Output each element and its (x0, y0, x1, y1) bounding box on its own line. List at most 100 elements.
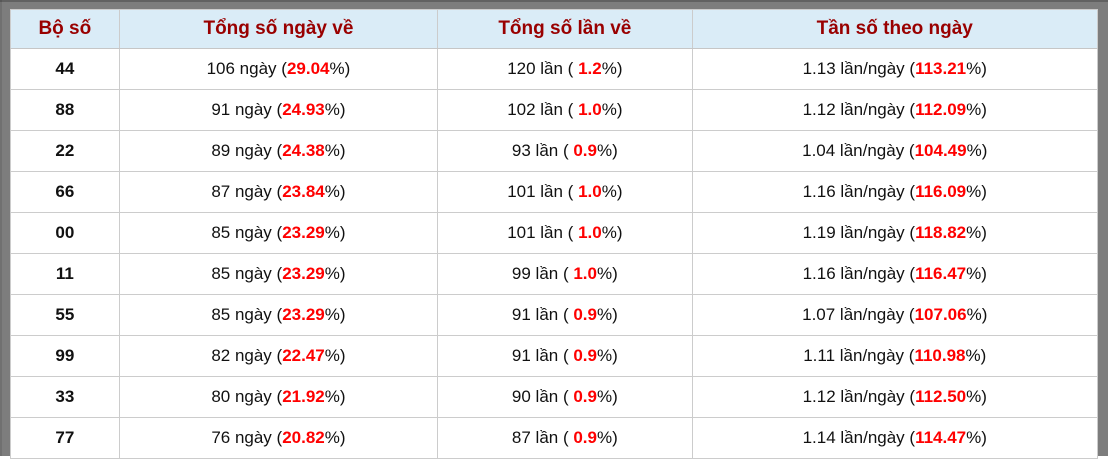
days-percent: 24.38 (282, 141, 325, 160)
days-percent: 22.47 (282, 346, 325, 365)
times-cell: 101 lần ( 1.0%) (437, 212, 693, 254)
days-text: 85 ngày ( (211, 264, 283, 283)
frequency-percent: 107.06 (914, 305, 967, 324)
frequency-text: 1.14 lần/ngày ( (802, 428, 916, 447)
frequency-suffix: %) (966, 305, 988, 324)
times-text: 91 lần ( (511, 346, 574, 365)
times-percent: 1.0 (578, 182, 602, 201)
days-suffix: %) (324, 223, 346, 242)
days-text: 87 ngày ( (211, 182, 283, 201)
times-cell: 91 lần ( 0.9%) (437, 335, 693, 377)
times-text: 93 lần ( (511, 141, 574, 160)
days-suffix: %) (324, 387, 346, 406)
times-cell: 90 lần ( 0.9%) (437, 376, 693, 418)
frequency-text: 1.12 lần/ngày ( (802, 387, 916, 406)
frequency-text: 1.04 lần/ngày ( (802, 141, 915, 160)
times-text: 101 lần ( (507, 223, 579, 242)
col-header-times: Tổng số lần về (437, 9, 693, 49)
frequency-cell: 1.12 lần/ngày (112.50%) (691, 376, 1099, 418)
pair-number: 55 (10, 294, 120, 336)
table-row: 66 87 ngày (23.84%) 101 lần ( 1.0%) 1.16… (10, 171, 1099, 213)
days-suffix: %) (324, 141, 346, 160)
frequency-percent: 116.47 (915, 264, 967, 283)
frequency-text: 1.11 lần/ngày ( (803, 346, 915, 365)
days-percent: 24.93 (282, 100, 325, 119)
table-row: 99 82 ngày (22.47%) 91 lần ( 0.9%) 1.11 … (10, 335, 1099, 377)
loto-pair-stats-table: Bộ số Tổng số ngày về Tổng số lần về Tần… (10, 9, 1099, 459)
times-text: 87 lần ( (511, 428, 574, 447)
table-row: 55 85 ngày (23.29%) 91 lần ( 0.9%) 1.07 … (10, 294, 1099, 336)
pair-number: 66 (10, 171, 120, 213)
frequency-suffix: %) (966, 223, 987, 242)
times-cell: 87 lần ( 0.9%) (437, 417, 693, 459)
days-cell: 80 ngày (21.92%) (118, 376, 439, 418)
times-suffix: %) (596, 305, 618, 324)
days-percent: 23.29 (282, 264, 325, 283)
days-cell: 85 ngày (23.29%) (118, 212, 439, 254)
frequency-suffix: %) (965, 346, 987, 365)
days-percent: 29.04 (286, 59, 330, 78)
frequency-suffix: %) (966, 100, 987, 119)
table-row: 77 76 ngày (20.82%) 87 lần ( 0.9%) 1.14 … (10, 417, 1099, 459)
frequency-cell: 1.19 lần/ngày (118.82%) (691, 212, 1099, 254)
times-cell: 120 lần ( 1.2%) (437, 48, 693, 90)
frequency-cell: 1.07 lần/ngày (107.06%) (691, 294, 1099, 336)
times-suffix: %) (596, 428, 618, 447)
times-cell: 101 lần ( 1.0%) (437, 171, 693, 213)
frequency-percent: 112.50 (915, 387, 967, 406)
times-suffix: %) (601, 100, 623, 119)
days-cell: 85 ngày (23.29%) (118, 294, 439, 336)
times-suffix: %) (596, 346, 618, 365)
times-percent: 0.9 (573, 141, 597, 160)
frequency-text: 1.16 lần/ngày ( (802, 264, 916, 283)
frequency-text: 1.19 lần/ngày ( (802, 223, 916, 242)
times-percent: 1.0 (573, 264, 597, 283)
table-row: 44 106 ngày (29.04%) 120 lần ( 1.2%) 1.1… (10, 48, 1099, 90)
pair-number: 11 (10, 253, 120, 295)
frequency-text: 1.16 lần/ngày ( (802, 182, 916, 201)
days-percent: 23.29 (282, 305, 325, 324)
col-header-pair: Bộ số (10, 9, 120, 49)
frequency-percent: 104.49 (914, 141, 967, 160)
pair-number: 77 (10, 417, 120, 459)
days-cell: 85 ngày (23.29%) (118, 253, 439, 295)
frequency-cell: 1.16 lần/ngày (116.09%) (691, 171, 1099, 213)
days-text: 89 ngày ( (211, 141, 283, 160)
days-cell: 91 ngày (24.93%) (118, 89, 439, 131)
table-row: 00 85 ngày (23.29%) 101 lần ( 1.0%) 1.19… (10, 212, 1099, 254)
frequency-cell: 1.14 lần/ngày (114.47%) (691, 417, 1099, 459)
times-cell: 99 lần ( 1.0%) (437, 253, 693, 295)
frequency-text: 1.07 lần/ngày ( (802, 305, 915, 324)
frequency-percent: 113.21 (915, 59, 967, 78)
times-suffix: %) (601, 223, 623, 242)
frequency-suffix: %) (966, 264, 987, 283)
frequency-suffix: %) (966, 141, 988, 160)
times-cell: 91 lần ( 0.9%) (437, 294, 693, 336)
pair-number: 44 (10, 48, 120, 90)
header-row: Bộ số Tổng số ngày về Tổng số lần về Tần… (10, 9, 1099, 49)
times-percent: 0.9 (573, 346, 597, 365)
times-text: 101 lần ( (507, 182, 579, 201)
table-body: 44 106 ngày (29.04%) 120 lần ( 1.2%) 1.1… (10, 48, 1099, 459)
frequency-cell: 1.11 lần/ngày (110.98%) (691, 335, 1099, 377)
frequency-percent: 118.82 (915, 223, 967, 242)
times-text: 90 lần ( (511, 387, 574, 406)
frequency-percent: 116.09 (915, 182, 967, 201)
frequency-suffix: %) (966, 387, 987, 406)
times-cell: 102 lần ( 1.0%) (437, 89, 693, 131)
days-text: 76 ngày ( (211, 428, 283, 447)
days-percent: 23.84 (282, 182, 325, 201)
frequency-suffix: %) (966, 428, 987, 447)
table-row: 11 85 ngày (23.29%) 99 lần ( 1.0%) 1.16 … (10, 253, 1099, 295)
times-suffix: %) (596, 141, 618, 160)
days-suffix: %) (324, 305, 346, 324)
frequency-suffix: %) (966, 59, 987, 78)
frequency-cell: 1.13 lần/ngày (113.21%) (691, 48, 1099, 90)
frequency-percent: 114.47 (915, 428, 967, 447)
frequency-text: 1.12 lần/ngày ( (802, 100, 916, 119)
table-row: 88 91 ngày (24.93%) 102 lần ( 1.0%) 1.12… (10, 89, 1099, 131)
days-text: 106 ngày ( (206, 59, 287, 78)
days-suffix: %) (324, 264, 346, 283)
days-percent: 20.82 (282, 428, 325, 447)
